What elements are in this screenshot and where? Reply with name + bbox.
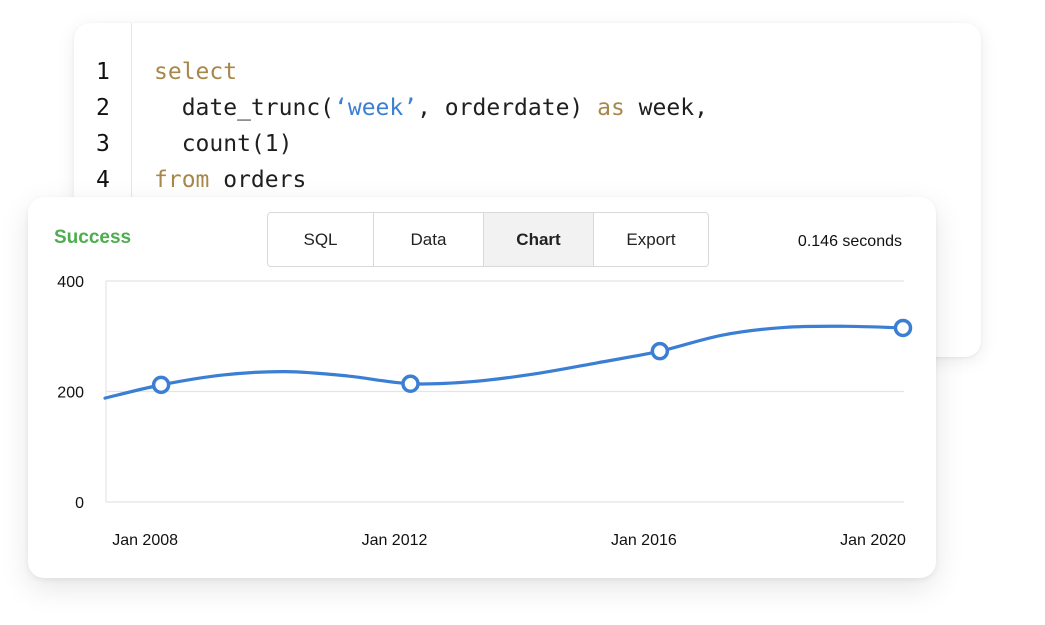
y-tick-label: 200: [57, 385, 84, 402]
code-line: 4 from orders: [74, 162, 954, 198]
line-number: 3: [96, 131, 110, 157]
line-code: select: [154, 54, 237, 90]
query-result-panel: Success SQL Data Chart Export 0.146 seconds…: [28, 197, 936, 578]
sql-token: , orderdate): [417, 95, 598, 121]
line-code: date_trunc(‘week’, orderdate) as week,: [154, 90, 708, 126]
y-tick-label: 400: [57, 274, 84, 291]
line-number: 1: [96, 59, 110, 85]
x-tick-label: Jan 2020: [840, 532, 906, 549]
line-code: from orders: [154, 162, 306, 198]
sql-token: date_trunc(: [154, 95, 335, 121]
code-line: 1 select: [74, 54, 954, 90]
sql-token: count(1): [154, 131, 293, 157]
code-line: 3 count(1): [74, 126, 954, 162]
line-number: 2: [96, 95, 110, 121]
sql-keyword: select: [154, 59, 238, 85]
line-number: 4: [96, 167, 110, 193]
line-chart: 0 200 400 Jan 2008 Jan 2012 Jan 2016 Jan 2020: [57, 274, 913, 549]
sql-keyword: from: [154, 167, 210, 193]
data-point: [151, 375, 171, 395]
result-tabs: SQL Data Chart Export: [267, 212, 709, 267]
sql-token: week,: [624, 95, 708, 121]
data-point: [401, 374, 420, 394]
sql-keyword: as: [597, 95, 625, 121]
data-point: [650, 341, 670, 361]
sql-string: ‘week’: [334, 95, 418, 121]
tab-chart[interactable]: Chart: [484, 213, 594, 266]
x-tick-label: Jan 2012: [362, 532, 428, 549]
gutter-divider: [131, 23, 132, 198]
tab-data[interactable]: Data: [374, 213, 484, 266]
tab-export[interactable]: Export: [626, 230, 676, 249]
series-line: [103, 324, 905, 400]
sql-token: orders: [209, 167, 307, 193]
status-text: Success: [54, 227, 132, 248]
query-timing: 0.146 seconds: [797, 233, 902, 250]
line-code: count(1): [154, 126, 293, 162]
x-tick-label: Jan 2008: [112, 532, 178, 549]
code-line: 2 date_trunc(‘week’, orderdate) as week,: [74, 90, 954, 126]
y-tick-label: 0: [75, 495, 84, 512]
x-tick-label: Jan 2016: [611, 532, 677, 549]
data-point: [893, 318, 913, 338]
tab-sql[interactable]: SQL: [268, 213, 374, 266]
